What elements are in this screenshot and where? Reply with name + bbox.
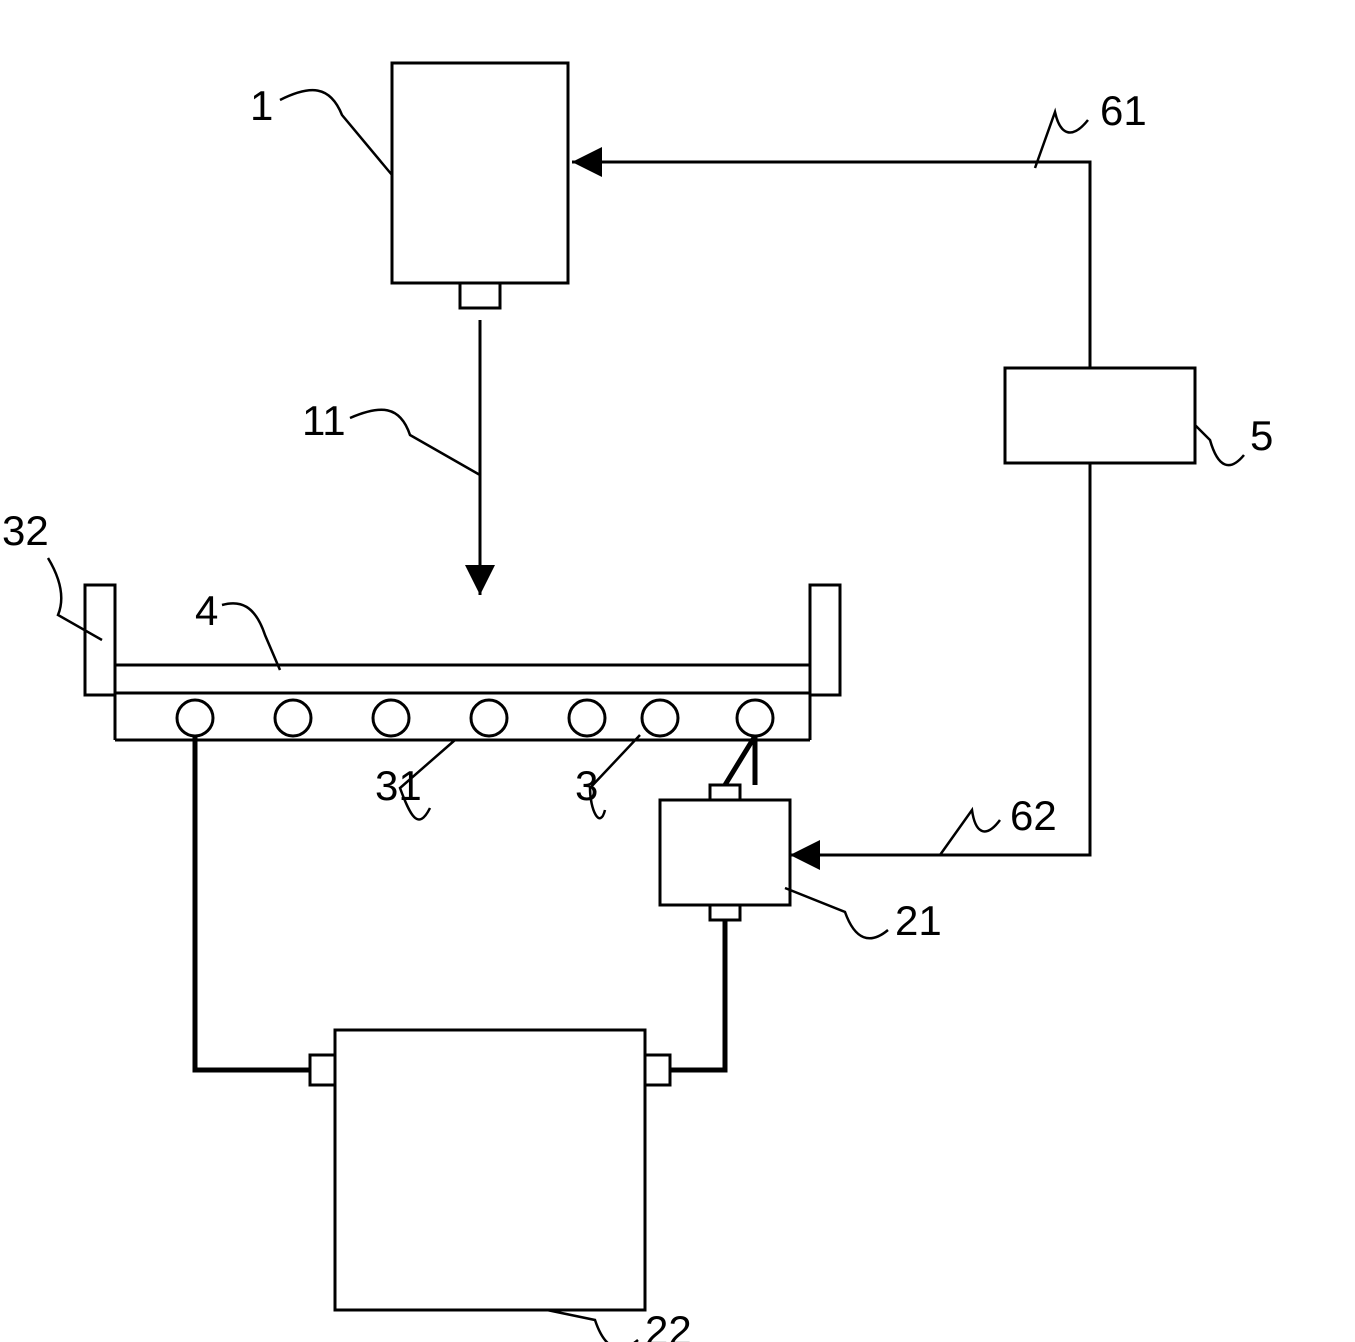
schematic-diagram: 111324313212256162 [0, 0, 1355, 1342]
label-61: 61 [1100, 87, 1147, 134]
label-31: 31 [375, 762, 422, 809]
label-21: 21 [895, 897, 942, 944]
label-5: 5 [1250, 412, 1273, 459]
label-11: 11 [302, 397, 346, 444]
label-32: 32 [2, 507, 49, 554]
label-62: 62 [1010, 792, 1057, 839]
label-4: 4 [195, 587, 218, 634]
label-22: 22 [645, 1307, 692, 1342]
label-1: 1 [250, 82, 273, 129]
label-3: 3 [575, 762, 598, 809]
